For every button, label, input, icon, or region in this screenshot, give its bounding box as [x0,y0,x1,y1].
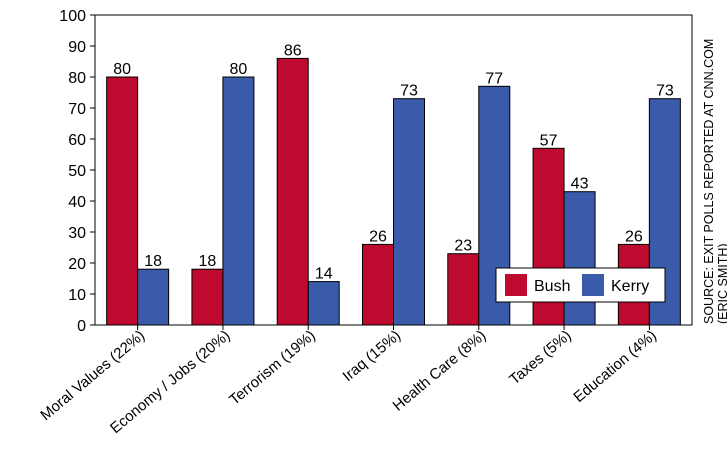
data-label-bush: 26 [625,228,643,245]
data-label-bg [398,81,420,98]
bar-bush-terrorism-19 [276,57,309,326]
bar-kerry-moral-values-22 [137,268,170,326]
data-label-kerry: 77 [485,70,503,87]
data-label-kerry: 80 [230,61,248,78]
data-label-bush: 18 [199,253,217,270]
y-tick-label: 30 [68,225,86,242]
data-label-kerry: 14 [315,266,333,283]
source-line-1: SOURCE: EXIT POLLS REPORTED AT CNN.COM [702,39,716,324]
data-label-bg [111,60,134,76]
data-label-bg [622,227,645,244]
data-label-bg [367,227,389,244]
x-tick-label: Iraq (15%) [339,327,404,385]
data-label-kerry: 18 [144,253,162,270]
x-tick-label: Terrorism (19%) [226,327,319,409]
legend-label-kerry: Kerry [611,278,649,295]
data-label-bush: 57 [540,132,558,149]
y-tick-label: 80 [68,70,86,87]
data-label-bush: 26 [369,228,387,245]
y-tick-label: 60 [68,132,86,149]
bar-bush-moral-values-22 [106,76,139,326]
data-label-kerry: 43 [571,176,589,193]
source-note: SOURCE: EXIT POLLS REPORTED AT CNN.COM (… [702,39,727,324]
data-label-kerry: 73 [400,83,418,100]
legend-label-bush: Bush [534,278,570,295]
x-axis: Moral Values (22%)Economy / Jobs (20%)Te… [37,325,660,437]
y-tick-label: 100 [59,8,86,25]
source-line-2: (ERIC SMITH) [716,243,727,324]
legend-swatch-bush [505,274,527,296]
y-tick-label: 20 [68,256,86,273]
bar-bush-economy-jobs-20 [191,268,224,326]
data-label-bg [537,131,560,148]
data-label-kerry: 73 [656,83,674,100]
data-label-bg [227,60,250,76]
y-tick-label: 70 [68,101,86,118]
legend-swatch-kerry [582,274,604,296]
data-label-bg [653,81,676,98]
x-tick-label: Education (4%) [570,327,659,406]
bar-kerry-taxes-5 [563,191,596,326]
x-tick-label: Health Care (8%) [390,327,490,415]
data-label-bg [568,174,591,191]
data-label-bush: 23 [454,238,472,255]
data-label-bg [196,252,219,269]
data-label-bg [142,252,165,269]
legend: Bush Kerry [495,267,666,303]
y-tick-label: 0 [77,318,86,335]
data-labels: 80 18 18 80 86 14 26 73 23 77 57 43 26 73 [111,41,676,283]
data-label-bg [452,236,475,253]
data-label-bg [312,264,335,281]
data-label-bg [483,69,506,86]
bar-bush-health-care-8 [447,253,480,326]
bar-bush-iraq-15 [362,243,394,326]
bar-kerry-terrorism-19 [307,281,340,326]
data-label-bush: 80 [113,61,131,78]
y-tick-label: 50 [68,163,86,180]
bar-kerry-economy-jobs-20 [222,76,255,326]
bar-kerry-iraq-15 [393,98,425,326]
y-tick-label: 40 [68,194,86,211]
data-label-bg [281,41,304,58]
x-tick-label: Taxes (5%) [506,327,574,388]
y-tick-label: 10 [68,287,86,304]
data-label-bush: 86 [284,42,302,59]
y-tick-label: 90 [68,39,86,56]
